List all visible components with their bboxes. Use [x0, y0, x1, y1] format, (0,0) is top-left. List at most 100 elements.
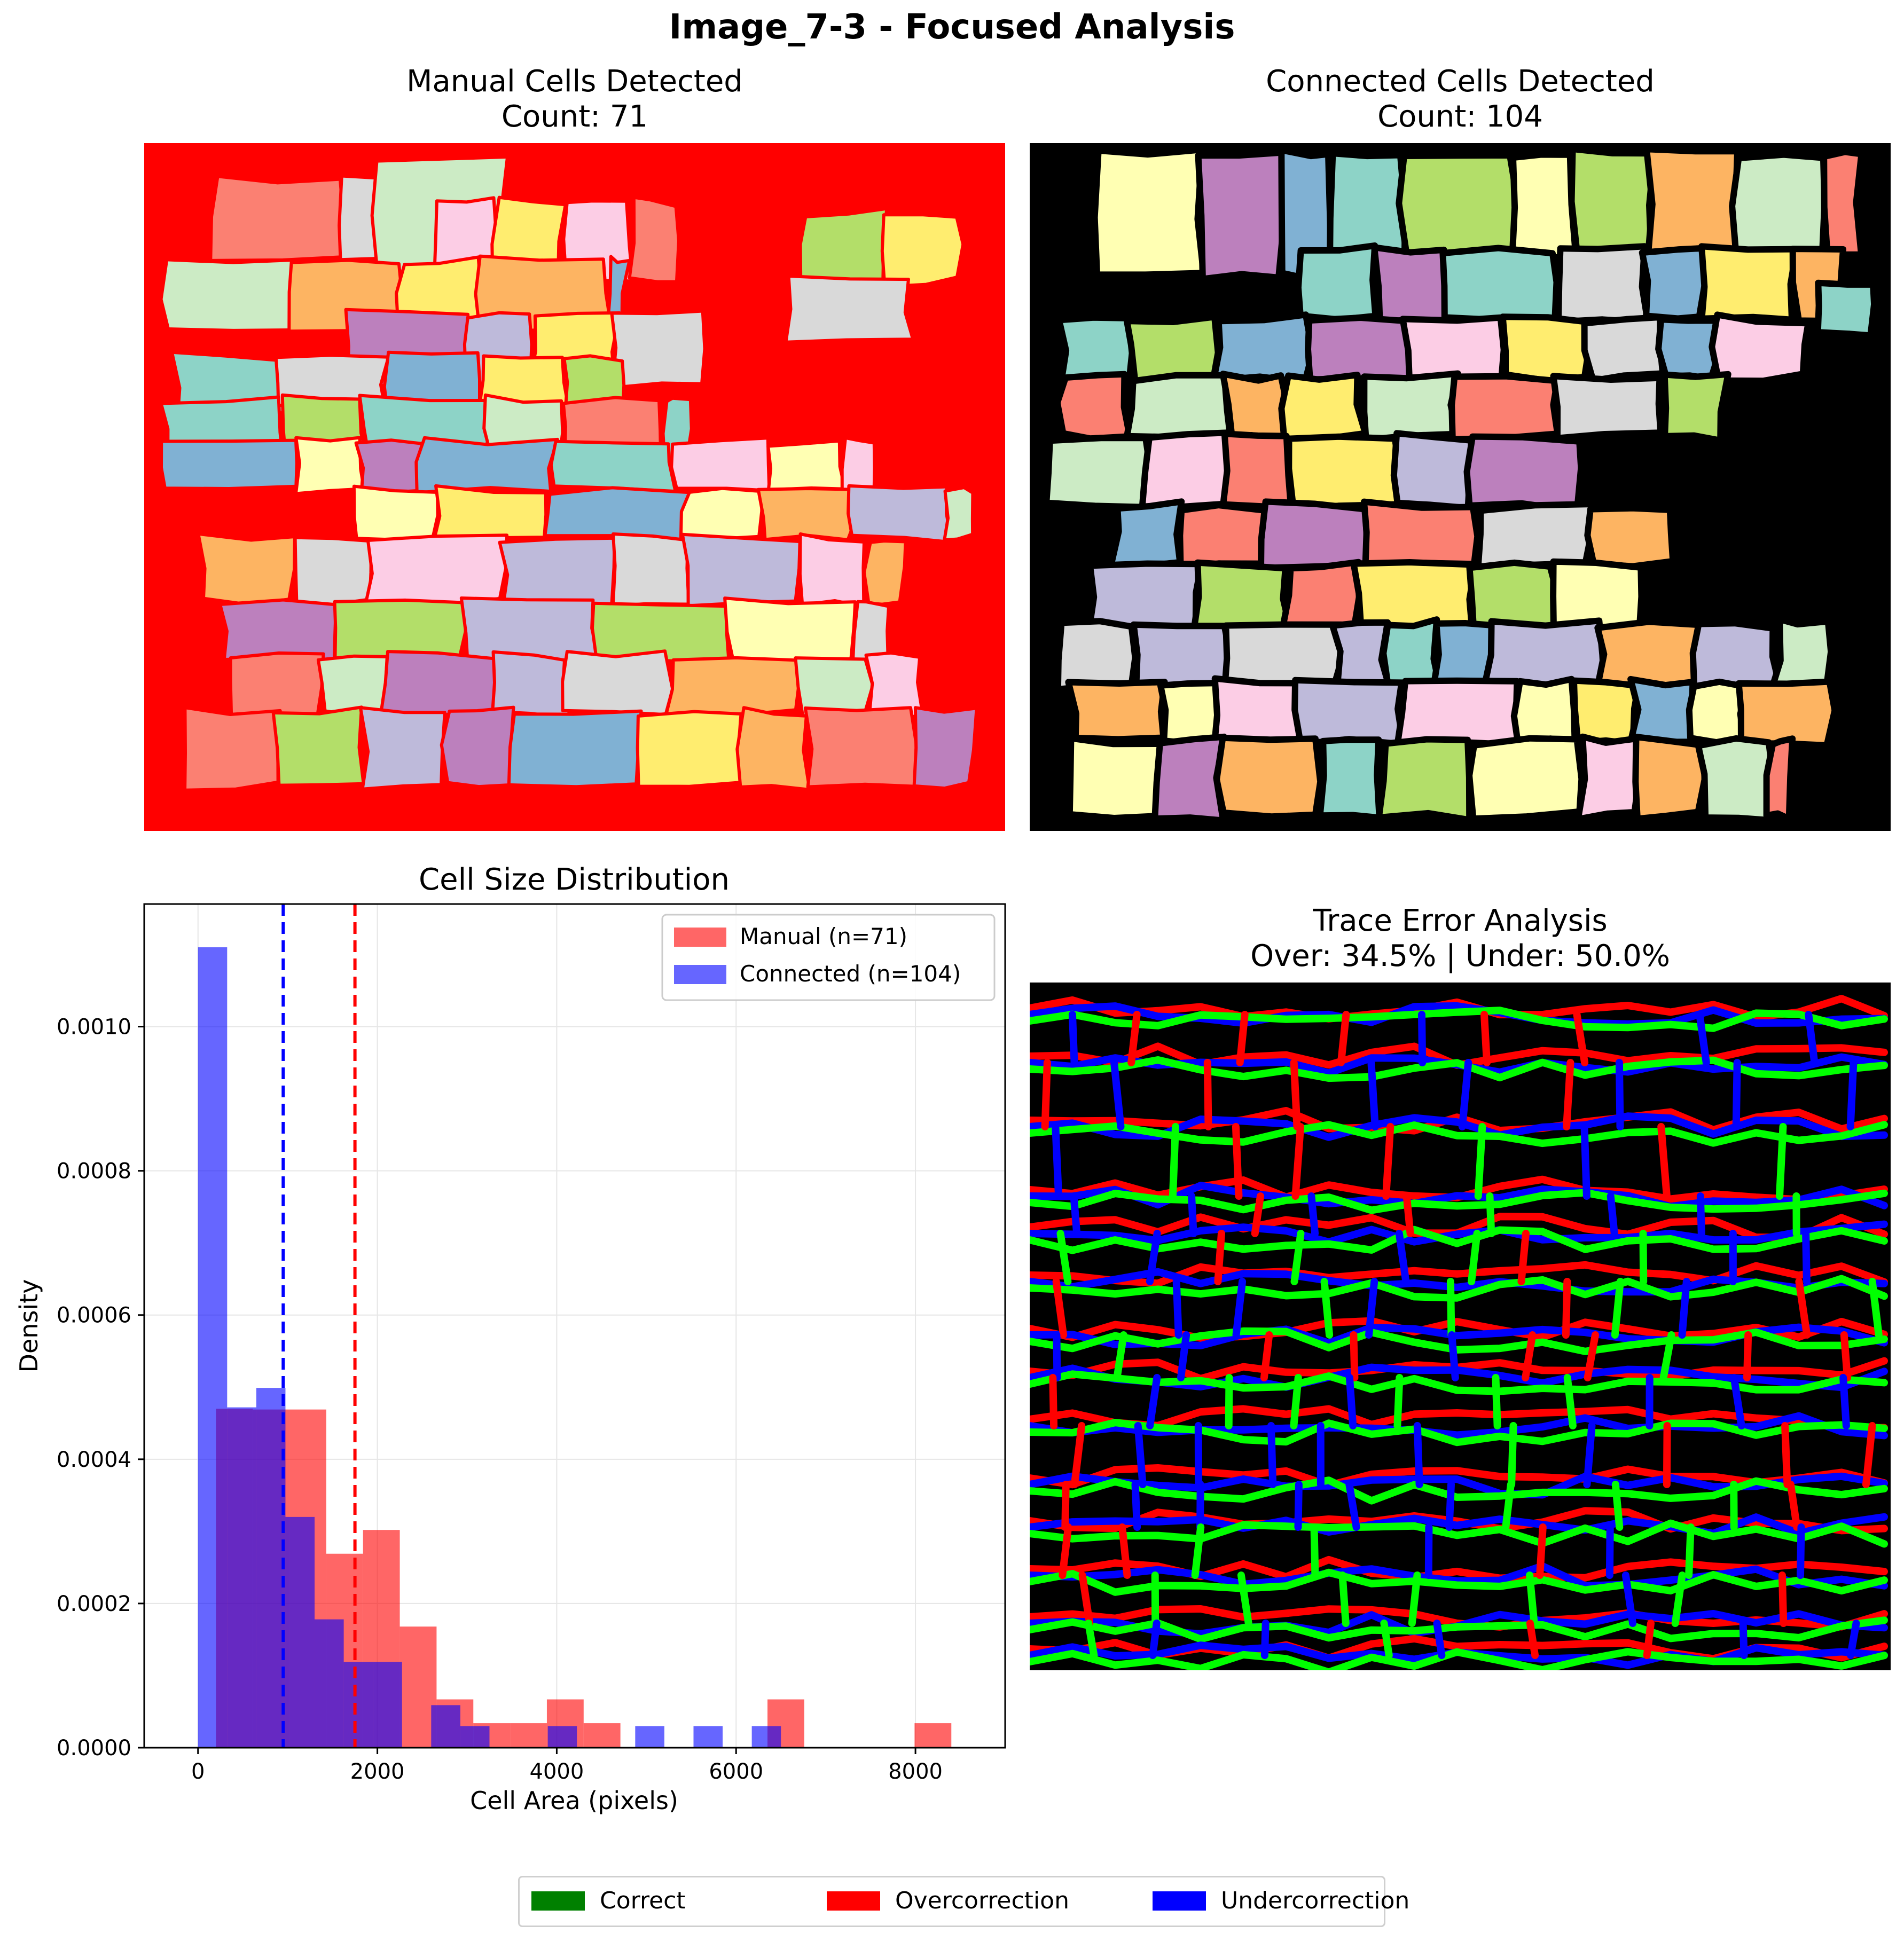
- connected-cell: [1821, 148, 1865, 258]
- trace-horizontal-correct: [1030, 1419, 1888, 1447]
- trace-horizontal-under: [1030, 1268, 1888, 1296]
- manual-cell: [414, 436, 559, 494]
- histogram-bar-connected: [693, 1726, 723, 1748]
- trace-vertical-segment: [1149, 1620, 1161, 1659]
- trace-vertical-segment: [1480, 1011, 1491, 1066]
- legend-overcorrection: Overcorrection: [827, 1887, 1069, 1915]
- legend-undercorrection-label: Undercorrection: [1221, 1887, 1410, 1914]
- manual-cell: [880, 213, 965, 288]
- trace-vertical-segment: [1169, 1123, 1179, 1200]
- connected-cell: [1258, 498, 1370, 571]
- trace-vertical-segment: [1146, 1374, 1161, 1429]
- manual-title-line1: Manual Cells Detected: [406, 64, 743, 99]
- x-tick-label: 8000: [888, 1759, 943, 1784]
- legend-correct-swatch: [531, 1891, 585, 1911]
- trace-vertical-segment: [1696, 1192, 1705, 1237]
- trace-vertical-segment: [1177, 1331, 1190, 1381]
- y-tick-label: 0.0010: [57, 1015, 131, 1040]
- trace-vertical-segment: [1251, 1192, 1264, 1237]
- trace-vertical-segment: [1052, 1123, 1063, 1200]
- connected-cell: [1584, 505, 1676, 570]
- trace-horizontal-correct: [1030, 1648, 1888, 1670]
- connected-cell: [1195, 149, 1289, 282]
- trace-vertical-segment: [1563, 1059, 1574, 1130]
- manual-cell: [735, 706, 811, 791]
- trace-horizontal-correct: [1030, 1476, 1888, 1505]
- trace-horizontal-correct: [1030, 1519, 1888, 1548]
- trace-horizontal-correct: [1030, 1568, 1888, 1596]
- connected-cell: [1139, 429, 1234, 512]
- trace-vertical-segment: [1260, 1331, 1273, 1381]
- trace-vertical-segment: [1584, 1331, 1599, 1381]
- manual-cell: [679, 486, 764, 545]
- trace-vertical-segment: [1380, 1620, 1393, 1659]
- trace-vertical-segment: [1267, 1422, 1277, 1488]
- legend-swatch-connected: [674, 965, 726, 984]
- manual-cell: [209, 175, 346, 262]
- trace-vertical-segment: [1260, 1620, 1270, 1659]
- manual-cell: [784, 274, 915, 344]
- trace-vertical-segment: [1291, 1123, 1305, 1200]
- trace-vertical-segment: [1307, 1192, 1319, 1237]
- trace-horizontal-under: [1030, 1562, 1888, 1590]
- trace-vertical-segment: [1615, 1059, 1624, 1130]
- manual-cell: [798, 532, 866, 609]
- manual-cell: [680, 532, 802, 608]
- connected-cell: [1709, 311, 1812, 384]
- manual-cell: [628, 195, 680, 284]
- trace-vertical-segment: [1657, 1123, 1671, 1200]
- legend-correct: Correct: [531, 1887, 686, 1915]
- trace-vertical-segment: [1408, 1571, 1421, 1627]
- connected-cell: [1124, 372, 1234, 443]
- trace-vertical-segment: [1188, 1192, 1197, 1237]
- connected-cell: [1463, 433, 1585, 514]
- trace-horizontal-correct: [1030, 1225, 1888, 1254]
- legend-overcorrection-swatch: [827, 1891, 880, 1911]
- histogram-bar-connected: [315, 1619, 344, 1748]
- connected-cell: [1065, 679, 1168, 743]
- connected-cell: [1107, 498, 1185, 570]
- manual-cell: [183, 706, 282, 792]
- x-tick-label: 6000: [709, 1759, 763, 1784]
- manual-cell: [358, 706, 446, 791]
- manual-cell: [160, 438, 299, 490]
- trace-vertical-segment: [1131, 1481, 1141, 1531]
- trace-vertical-segment: [1203, 1059, 1212, 1130]
- histogram-bar-manual: [914, 1723, 952, 1748]
- manual-cell: [293, 536, 373, 607]
- manual-cell: [840, 436, 876, 495]
- trace-panel-title: Trace Error Analysis Over: 34.5% | Under…: [1030, 903, 1891, 974]
- histogram-panel: Cell Size Distribution 0 2000 4000 6000 8000…: [0, 854, 1015, 1848]
- trace-vertical-segment: [1778, 1571, 1788, 1627]
- trace-vertical-segment: [1607, 1192, 1618, 1237]
- trace-vertical-segment: [1134, 1422, 1147, 1488]
- manual-cell: [912, 706, 978, 790]
- histogram-title: Cell Size Distribution: [419, 862, 730, 897]
- connected-title-line1: Connected Cells Detected: [1266, 64, 1655, 99]
- x-tick-label: 4000: [530, 1759, 584, 1784]
- trace-vertical-segment: [1776, 1123, 1787, 1200]
- connected-cell: [1689, 620, 1783, 691]
- connected-cell: [1278, 372, 1369, 443]
- manual-panel-title: Manual Cells Detected Count: 71: [144, 64, 1005, 135]
- trace-vertical-segment: [1068, 1011, 1078, 1066]
- connected-cell: [1361, 370, 1461, 443]
- manual-cell: [611, 532, 691, 608]
- histogram-bar-connected: [256, 1388, 286, 1748]
- manual-cells-image: [144, 143, 1005, 831]
- connected-cell: [1729, 151, 1828, 260]
- trace-vertical-segment: [1696, 1011, 1710, 1066]
- trace-vertical-segment: [1621, 1571, 1637, 1627]
- trace-vertical-segment: [1232, 1278, 1247, 1339]
- manual-cell: [847, 484, 954, 544]
- trace-vertical-segment: [1678, 1278, 1690, 1339]
- connected-cell: [1695, 735, 1777, 824]
- manual-cell: [862, 539, 907, 606]
- trace-vertical-segment: [1839, 1374, 1850, 1429]
- trace-vertical-segment: [1611, 1278, 1624, 1339]
- connected-cell: [1220, 430, 1295, 513]
- trace-vertical-segment: [1393, 1374, 1404, 1429]
- trace-vertical-segment: [1526, 1571, 1538, 1627]
- legend-undercorrection: Undercorrection: [1153, 1887, 1409, 1915]
- trace-vertical-segment: [1236, 1011, 1249, 1066]
